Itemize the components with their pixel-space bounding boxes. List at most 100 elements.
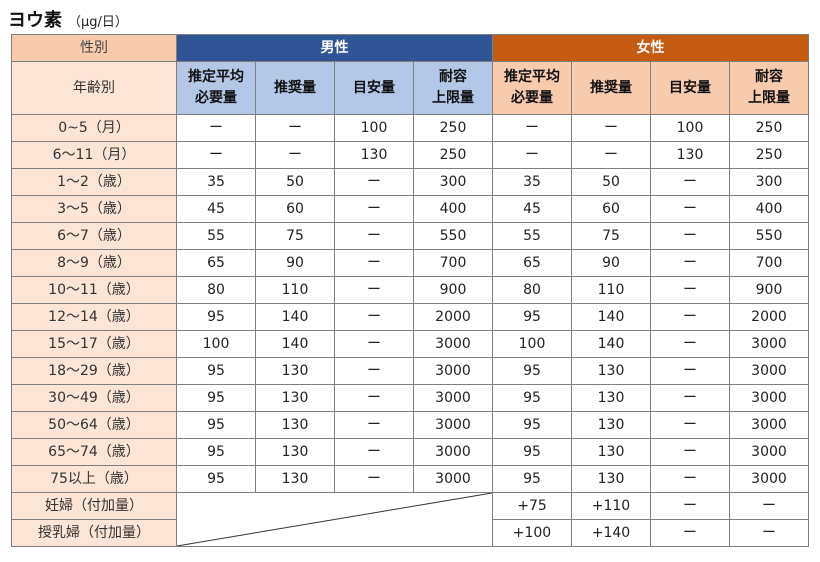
male-adequate-cell: ー [334, 438, 414, 466]
age-group-label: 8～9（歳） [11, 249, 177, 277]
table-title: ヨウ素 （μg/日） [8, 6, 128, 32]
male-recommended-cell: ー [255, 141, 335, 169]
male-adequate-cell: ー [334, 195, 414, 223]
female-estimated-avg-cell: 80 [492, 276, 572, 304]
male-recommended-cell: 130 [255, 438, 335, 466]
col-line2: 上限量 [432, 90, 474, 106]
male-estimated-avg-cell: 95 [176, 357, 256, 385]
female-col-adequate: 目安量 [650, 61, 730, 115]
female-recommended-cell: 130 [571, 384, 651, 412]
female-adequate-cell: ー [650, 276, 730, 304]
male-upper-limit-cell: 400 [413, 195, 493, 223]
female-adequate-cell: 130 [650, 141, 730, 169]
female-recommended-cell: 110 [571, 276, 651, 304]
female-recommended-cell: 140 [571, 303, 651, 331]
male-adequate-cell: ー [334, 303, 414, 331]
age-header-label: 年齢別 [11, 61, 177, 115]
female-adequate-cell: 100 [650, 114, 730, 142]
female-upper-limit-cell: 3000 [729, 438, 809, 466]
title-main: ヨウ素 [8, 10, 62, 31]
female-adequate-cell: ー [650, 384, 730, 412]
age-group-label: 18～29（歳） [11, 357, 177, 385]
female-estimated-avg-cell: +75 [492, 492, 572, 520]
male-adequate-cell: ー [334, 276, 414, 304]
female-estimated-avg-cell: ー [492, 141, 572, 169]
male-adequate-cell: ー [334, 411, 414, 439]
male-upper-limit-cell: 3000 [413, 330, 493, 358]
male-estimated-avg-cell: 80 [176, 276, 256, 304]
age-group-label: 1～2（歳） [11, 168, 177, 196]
female-adequate-cell: ー [650, 438, 730, 466]
additional-group-label: 授乳婦（付加量） [11, 519, 177, 547]
age-group-label: 12～14（歳） [11, 303, 177, 331]
female-upper-limit-cell: ー [729, 519, 809, 547]
table-row: 妊婦（付加量） +75 +110 ーー [11, 492, 809, 547]
col-line1: 耐容 [755, 69, 783, 85]
male-recommended-cell: 130 [255, 465, 335, 493]
female-upper-limit-cell: 700 [729, 249, 809, 277]
male-estimated-avg-cell: 65 [176, 249, 256, 277]
male-estimated-avg-cell: 95 [176, 438, 256, 466]
female-recommended-cell: 140 [571, 330, 651, 358]
additional-group-label: 妊婦（付加量） [11, 492, 177, 520]
male-estimated-avg-cell: ー [176, 114, 256, 142]
male-recommended-cell: 60 [255, 195, 335, 223]
table-row: 0~5（月）ーー 100 250 ーー 100 250 [11, 114, 809, 142]
male-col-adequate: 目安量 [334, 61, 414, 115]
male-estimated-avg-cell: 100 [176, 330, 256, 358]
female-estimated-avg-cell: 95 [492, 303, 572, 331]
age-group-label: 50～64（歳） [11, 411, 177, 439]
male-estimated-avg-cell: 95 [176, 411, 256, 439]
female-estimated-avg-cell: +100 [492, 519, 572, 547]
female-estimated-avg-cell: 45 [492, 195, 572, 223]
female-upper-limit-cell: 3000 [729, 411, 809, 439]
male-col-estimated-avg: 推定平均 必要量 [176, 61, 256, 115]
male-recommended-cell: 140 [255, 330, 335, 358]
female-estimated-avg-cell: 35 [492, 168, 572, 196]
male-upper-limit-cell: 250 [413, 114, 493, 142]
female-estimated-avg-cell: 95 [492, 411, 572, 439]
female-adequate-cell: ー [650, 168, 730, 196]
male-recommended-cell: 110 [255, 276, 335, 304]
female-estimated-avg-cell: ー [492, 114, 572, 142]
table-row: 授乳婦（付加量） +100 +140 ーー [11, 519, 809, 547]
female-upper-limit-cell: 300 [729, 168, 809, 196]
female-adequate-cell: ー [650, 519, 730, 547]
male-upper-limit-cell: 900 [413, 276, 493, 304]
male-upper-limit-cell: 3000 [413, 465, 493, 493]
age-group-label: 0~5（月） [11, 114, 177, 142]
female-col-upper-limit: 耐容 上限量 [729, 61, 809, 115]
col-line2: 上限量 [748, 90, 790, 106]
female-upper-limit-cell: 2000 [729, 303, 809, 331]
female-recommended-cell: +110 [571, 492, 651, 520]
male-upper-limit-cell: 300 [413, 168, 493, 196]
female-estimated-avg-cell: 95 [492, 465, 572, 493]
male-estimated-avg-cell: 95 [176, 465, 256, 493]
male-recommended-cell: 75 [255, 222, 335, 250]
female-recommended-cell: ー [571, 114, 651, 142]
male-recommended-cell: 140 [255, 303, 335, 331]
male-estimated-avg-cell: ー [176, 141, 256, 169]
male-upper-limit-cell: 700 [413, 249, 493, 277]
table-row: 6～11（月）ーー 130 250 ーー 130 250 [11, 141, 809, 169]
female-recommended-cell: 130 [571, 465, 651, 493]
female-adequate-cell: ー [650, 195, 730, 223]
male-upper-limit-cell: 3000 [413, 438, 493, 466]
table-row: 12～14（歳） 95 140 ー 2000 95 140 ー 2000 [11, 303, 809, 331]
male-upper-limit-cell: 3000 [413, 384, 493, 412]
female-recommended-cell: 50 [571, 168, 651, 196]
male-estimated-avg-cell: 95 [176, 384, 256, 412]
female-upper-limit-cell: 250 [729, 141, 809, 169]
male-recommended-cell: 130 [255, 357, 335, 385]
female-adequate-cell: ー [650, 222, 730, 250]
table-row: 50～64（歳） 95 130 ー 3000 95 130 ー 3000 [11, 411, 809, 439]
female-estimated-avg-cell: 55 [492, 222, 572, 250]
title-unit: （μg/日） [68, 15, 128, 30]
age-group-label: 6～11（月） [11, 141, 177, 169]
table-row: 10～11（歳） 80 110 ー 900 80 110 ー 900 [11, 276, 809, 304]
male-upper-limit-cell: 3000 [413, 411, 493, 439]
male-col-upper-limit: 耐容 上限量 [413, 61, 493, 115]
female-upper-limit-cell: 3000 [729, 384, 809, 412]
female-header: 女性 [492, 34, 809, 62]
female-recommended-cell: 130 [571, 438, 651, 466]
